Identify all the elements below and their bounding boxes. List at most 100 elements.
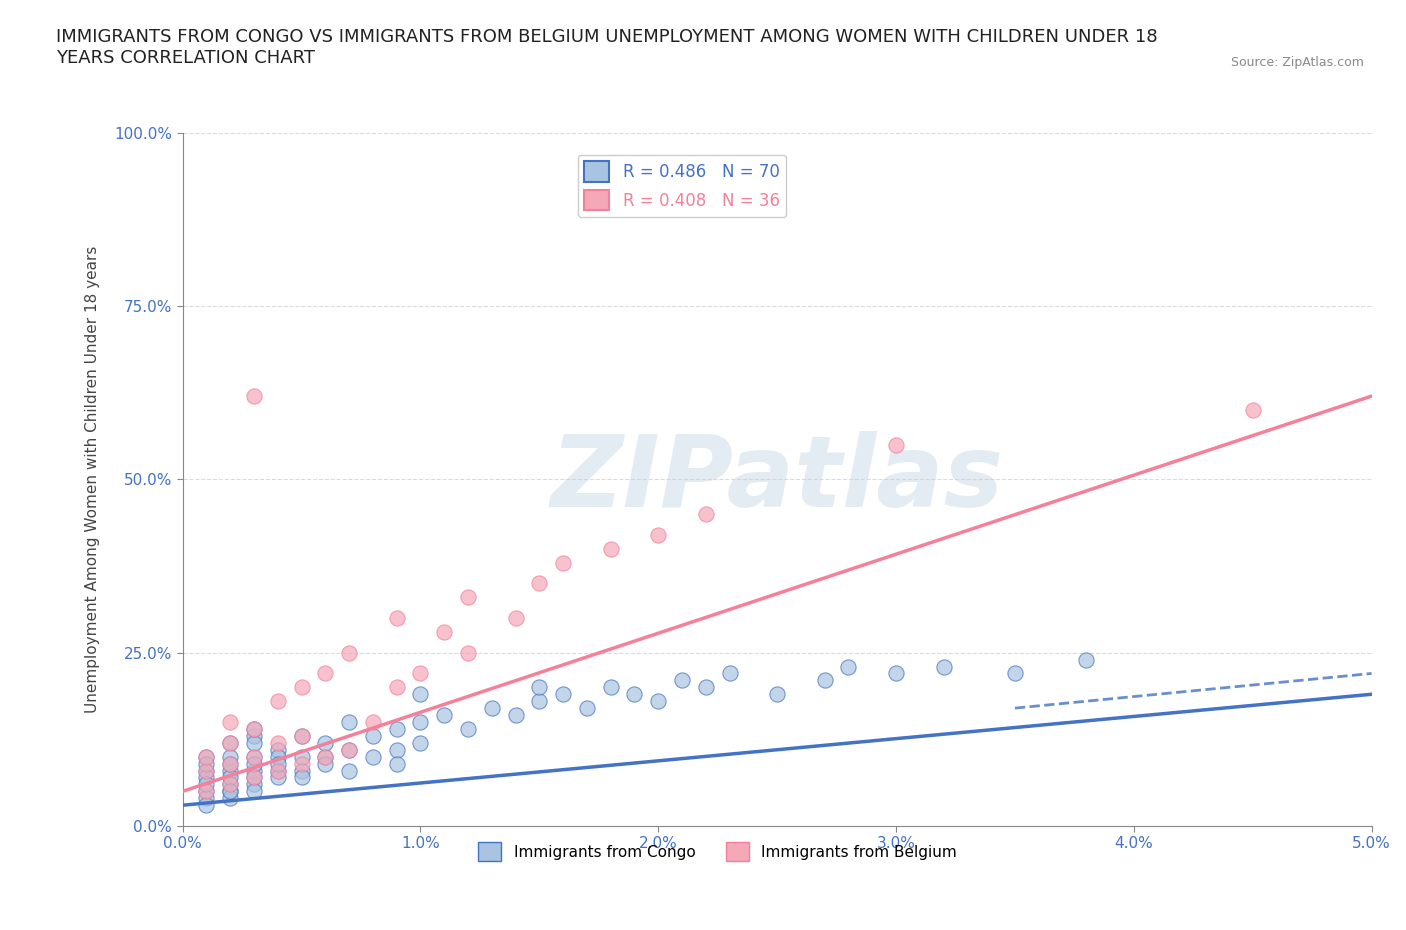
Immigrants from Congo [195,790,218,805]
Immigrants from Congo [219,784,242,799]
Immigrants from Congo [267,750,290,764]
Immigrants from Congo [599,680,621,695]
Immigrants from Congo [433,708,456,723]
Text: ZIPatlas: ZIPatlas [551,431,1004,528]
Immigrants from Congo [1004,666,1026,681]
Immigrants from Congo [932,659,955,674]
Immigrants from Belgium [219,714,242,729]
Immigrants from Belgium [290,680,312,695]
Immigrants from Congo [219,784,242,799]
Immigrants from Congo [814,673,837,688]
Immigrants from Belgium [243,389,266,404]
Immigrants from Congo [505,708,527,723]
Immigrants from Belgium [599,541,621,556]
Immigrants from Congo [337,714,360,729]
Immigrants from Belgium [314,750,336,764]
Immigrants from Belgium [267,694,290,709]
Immigrants from Congo [243,770,266,785]
Immigrants from Congo [219,764,242,778]
Immigrants from Congo [267,742,290,757]
Immigrants from Congo [884,666,907,681]
Immigrants from Belgium [290,728,312,743]
Immigrants from Congo [385,742,408,757]
Immigrants from Congo [243,736,266,751]
Legend: Immigrants from Congo, Immigrants from Belgium: Immigrants from Congo, Immigrants from B… [472,836,963,867]
Immigrants from Belgium [409,666,432,681]
Immigrants from Congo [195,798,218,813]
Text: IMMIGRANTS FROM CONGO VS IMMIGRANTS FROM BELGIUM UNEMPLOYMENT AMONG WOMEN WITH C: IMMIGRANTS FROM CONGO VS IMMIGRANTS FROM… [56,28,1159,67]
Immigrants from Congo [361,750,384,764]
Immigrants from Belgium [647,527,669,542]
Immigrants from Congo [361,728,384,743]
Immigrants from Congo [623,687,645,702]
Immigrants from Belgium [195,764,218,778]
Immigrants from Belgium [361,714,384,729]
Immigrants from Congo [837,659,859,674]
Immigrants from Congo [243,764,266,778]
Immigrants from Congo [409,736,432,751]
Immigrants from Congo [290,750,312,764]
Immigrants from Congo [314,736,336,751]
Y-axis label: Unemployment Among Women with Children Under 18 years: Unemployment Among Women with Children U… [86,246,100,713]
Immigrants from Belgium [219,736,242,751]
Immigrants from Congo [267,770,290,785]
Immigrants from Belgium [195,784,218,799]
Immigrants from Belgium [529,576,551,591]
Immigrants from Congo [195,777,218,791]
Immigrants from Belgium [505,611,527,626]
Immigrants from Congo [1076,652,1098,667]
Immigrants from Congo [219,770,242,785]
Immigrants from Congo [219,790,242,805]
Immigrants from Congo [243,728,266,743]
Immigrants from Belgium [243,770,266,785]
Immigrants from Congo [195,750,218,764]
Immigrants from Belgium [314,666,336,681]
Immigrants from Congo [385,722,408,737]
Immigrants from Congo [219,756,242,771]
Immigrants from Congo [290,764,312,778]
Immigrants from Congo [695,680,717,695]
Immigrants from Congo [195,756,218,771]
Immigrants from Congo [551,687,574,702]
Immigrants from Belgium [219,777,242,791]
Immigrants from Belgium [551,555,574,570]
Immigrants from Congo [529,680,551,695]
Immigrants from Congo [481,700,503,715]
Immigrants from Congo [337,764,360,778]
Immigrants from Congo [195,764,218,778]
Immigrants from Belgium [695,507,717,522]
Immigrants from Congo [409,714,432,729]
Immigrants from Congo [219,736,242,751]
Immigrants from Congo [647,694,669,709]
Immigrants from Congo [575,700,598,715]
Immigrants from Belgium [385,611,408,626]
Immigrants from Congo [195,770,218,785]
Immigrants from Belgium [337,742,360,757]
Immigrants from Congo [290,770,312,785]
Immigrants from Belgium [884,437,907,452]
Immigrants from Belgium [457,590,479,604]
Immigrants from Belgium [337,645,360,660]
Immigrants from Congo [671,673,693,688]
Immigrants from Congo [219,777,242,791]
Immigrants from Belgium [457,645,479,660]
Text: Source: ZipAtlas.com: Source: ZipAtlas.com [1230,56,1364,69]
Immigrants from Congo [718,666,741,681]
Immigrants from Congo [529,694,551,709]
Immigrants from Congo [243,784,266,799]
Immigrants from Belgium [433,624,456,639]
Immigrants from Congo [385,756,408,771]
Immigrants from Belgium [267,736,290,751]
Immigrants from Congo [766,687,789,702]
Immigrants from Belgium [290,756,312,771]
Immigrants from Congo [195,784,218,799]
Immigrants from Belgium [243,750,266,764]
Immigrants from Congo [267,764,290,778]
Immigrants from Belgium [385,680,408,695]
Immigrants from Congo [457,722,479,737]
Immigrants from Congo [219,750,242,764]
Immigrants from Congo [409,687,432,702]
Immigrants from Congo [314,750,336,764]
Immigrants from Congo [267,756,290,771]
Immigrants from Belgium [219,756,242,771]
